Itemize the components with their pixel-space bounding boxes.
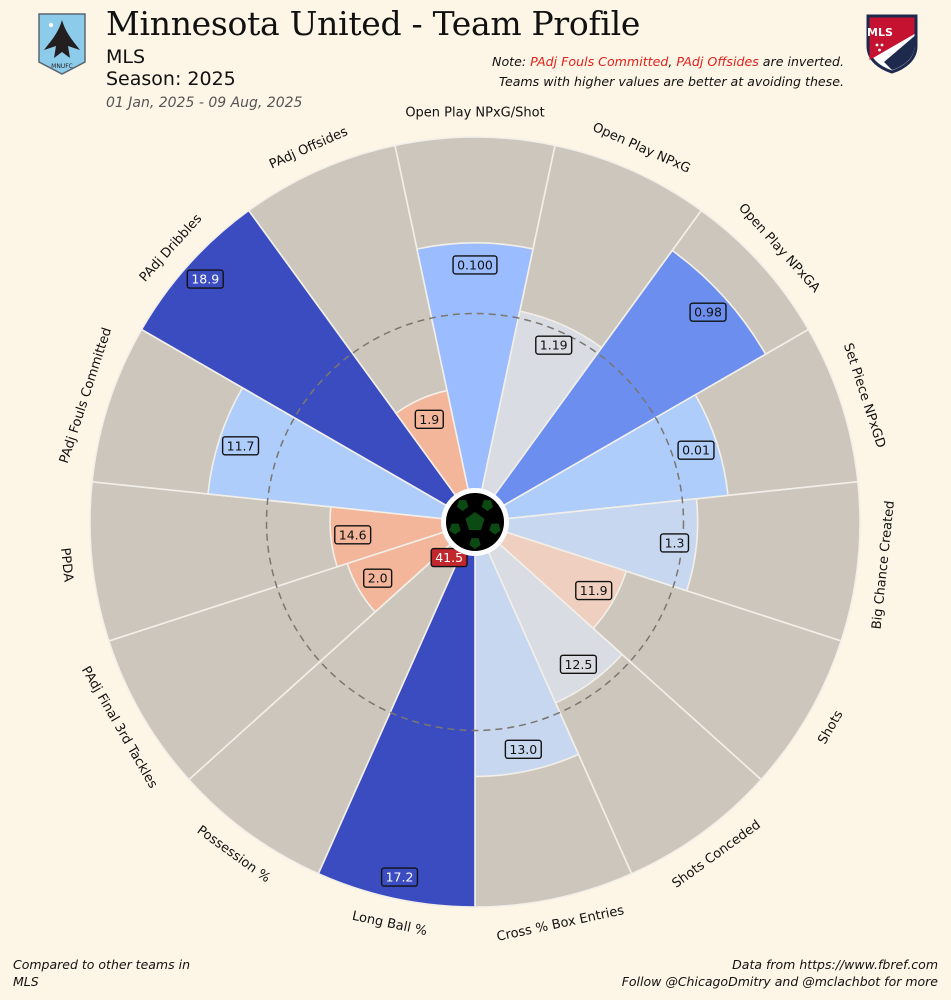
value-text-possession: 41.5 [435,550,463,565]
comparison-note-line-2: MLS [13,974,39,989]
value-text-padj-final-3rd-tackles: 2.0 [368,571,388,586]
value-label-padj-final-3rd-tackles: 2.0 [363,568,393,588]
value-text-padj-offsides: 1.9 [419,412,439,427]
value-label-shots: 11.9 [575,580,613,601]
value-box-open-play-npxg [535,335,573,355]
metric-label-shots: Shots [815,708,846,747]
football-icon [441,488,509,556]
value-text-open-play-npxg: 1.19 [540,338,568,353]
value-label-open-play-npxga: 0.98 [689,302,727,322]
value-text-shots: 11.9 [580,583,608,598]
value-text-long-ball: 17.2 [386,870,414,885]
value-text-padj-dribbles: 18.9 [191,272,219,287]
value-text-big-chance-created: 1.3 [665,535,685,550]
value-text-open-play-npxga: 0.98 [694,305,722,320]
value-box-padj-fouls-committed [221,436,260,456]
metric-label-big-chance-created: Big Chance Created [870,500,898,630]
value-box-open-play-npxg-shot [452,255,498,275]
value-label-ppda: 14.6 [334,525,372,545]
page-title: Minnesota United - Team Profile [106,4,641,43]
date-range: 01 Jan, 2025 - 09 Aug, 2025 [106,95,303,111]
metric-label-cross-box-entries: Cross % Box Entries [495,903,625,945]
value-box-shots [575,580,613,601]
value-box-cross-box-entries [504,739,542,760]
league-name: MLS [106,46,146,68]
value-box-padj-offsides [414,409,444,430]
value-labels: 0.100 1.19 0.98 0.01 1.3 11.9 12.5 13.0 17.2 41.5… [186,255,727,887]
note-suffix: are inverted. [758,54,844,69]
football-patch-center [465,512,485,531]
reference-ring-group [265,312,685,732]
value-box-padj-final-3rd-tackles [363,568,393,588]
note-inverted-metric-2: PAdj Offsides [676,54,759,69]
data-source: Data from https://www.fbref.com [732,957,938,972]
value-box-set-piece-npxgd [677,440,715,460]
credits: Data from https://www.fbref.com Follow @… [622,956,938,990]
value-label-padj-dribbles: 18.9 [186,269,224,289]
value-box-ppda [334,525,372,545]
value-text-ppda: 14.6 [339,527,367,542]
comparison-note: Compared to other teams in MLS [13,956,190,990]
value-label-set-piece-npxgd: 0.01 [677,440,715,460]
value-label-padj-offsides: 1.9 [414,409,444,430]
value-label-padj-fouls-committed: 11.7 [221,436,260,456]
svg-text:MNUFC: MNUFC [51,63,73,70]
football-patch-1 [481,500,494,512]
value-label-big-chance-created: 1.3 [659,533,690,553]
team-logo: MNUFC [36,12,88,76]
reference-ring [265,312,685,732]
inverted-metrics-note: Note: PAdj Fouls Committed, PAdj Offside… [492,54,844,69]
comparison-note-line-1: Compared to other teams in [13,957,190,972]
metric-label-open-play-npxg-shot: Open Play NPxG/Shot [405,106,544,121]
value-label-open-play-npxg: 1.19 [535,335,573,355]
league-logo: MLS [864,12,920,74]
follow-credit: Follow @ChicagoDmitry and @mclachbot for… [621,974,938,989]
mls-crest-icon: MLS [866,14,918,74]
football-patch-4 [449,523,461,535]
value-box-possession [430,547,468,568]
value-box-padj-dribbles [186,269,224,289]
football-patch-3 [469,538,481,549]
value-box-open-play-npxga [689,302,727,322]
minnesota-united-loon-crest-icon: MNUFC [38,13,86,75]
value-box-big-chance-created [659,533,690,553]
value-text-open-play-npxg-shot: 0.100 [457,257,493,272]
note-separator: , [668,54,677,69]
value-text-padj-fouls-committed: 11.7 [227,438,255,453]
note-line-2: Teams with higher values are better at a… [498,74,844,89]
svg-text:MLS: MLS [867,26,893,39]
value-box-long-ball [380,867,419,887]
football-patch-2 [489,523,501,535]
metric-label-long-ball: Long Ball % [351,909,429,940]
value-text-cross-box-entries: 13.0 [509,742,537,757]
football-patch-5 [456,500,469,512]
value-label-cross-box-entries: 13.0 [504,739,542,760]
season-label: Season: 2025 [106,68,236,90]
value-label-possession: 41.5 [430,547,468,568]
value-label-shots-conceded: 12.5 [559,654,598,675]
note-prefix: Note: [492,54,531,69]
value-box-shots-conceded [559,654,598,675]
value-label-long-ball: 17.2 [380,867,419,887]
value-text-shots-conceded: 12.5 [564,657,592,672]
note-inverted-metric-1: PAdj Fouls Committed [530,54,669,69]
metric-label-ppda: PPDA [57,547,76,583]
value-label-open-play-npxg-shot: 0.100 [452,255,498,275]
value-text-set-piece-npxgd: 0.01 [682,443,710,458]
